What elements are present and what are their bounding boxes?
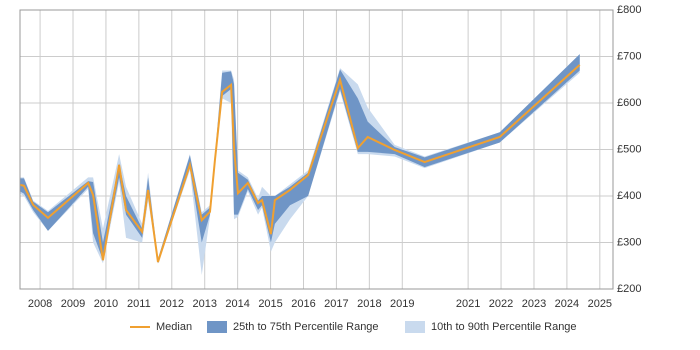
legend-swatch [207,321,227,333]
x-tick-label: 2014 [225,298,249,310]
x-tick-label: 2015 [258,298,282,310]
x-tick-label: 2021 [456,298,480,310]
x-tick-label: 2011 [127,298,151,310]
x-tick-label: 2025 [588,298,612,310]
x-tick-label: 2012 [160,298,184,310]
y-tick-label: £800 [617,4,641,16]
plot-border [19,9,614,290]
y-tick-label: £600 [617,97,641,109]
y-tick-label: £700 [617,50,641,62]
x-tick-label: 2023 [522,298,546,310]
x-tick-label: 2010 [94,298,118,310]
median-line [19,64,581,263]
x-tick-label: 2022 [489,298,513,310]
legend-swatch [405,321,425,333]
legend-label: Median [156,321,192,333]
x-tick-label: 2018 [357,298,381,310]
x-tick-label: 2024 [555,298,579,310]
y-tick-label: £400 [617,190,641,202]
y-tick-label: £500 [617,143,641,155]
x-tick-label: 2019 [390,298,414,310]
x-tick-label: 2008 [28,298,52,310]
y-tick-label: £300 [617,236,641,248]
x-tick-label: 2013 [192,298,216,310]
y-tick-label: £200 [617,283,641,295]
x-tick-label: 2009 [61,298,85,310]
legend-label: 10th to 90th Percentile Range [431,321,577,333]
x-tick-label: 2017 [324,298,348,310]
legend-label: 25th to 75th Percentile Range [233,321,379,333]
x-tick-label: 2016 [291,298,315,310]
